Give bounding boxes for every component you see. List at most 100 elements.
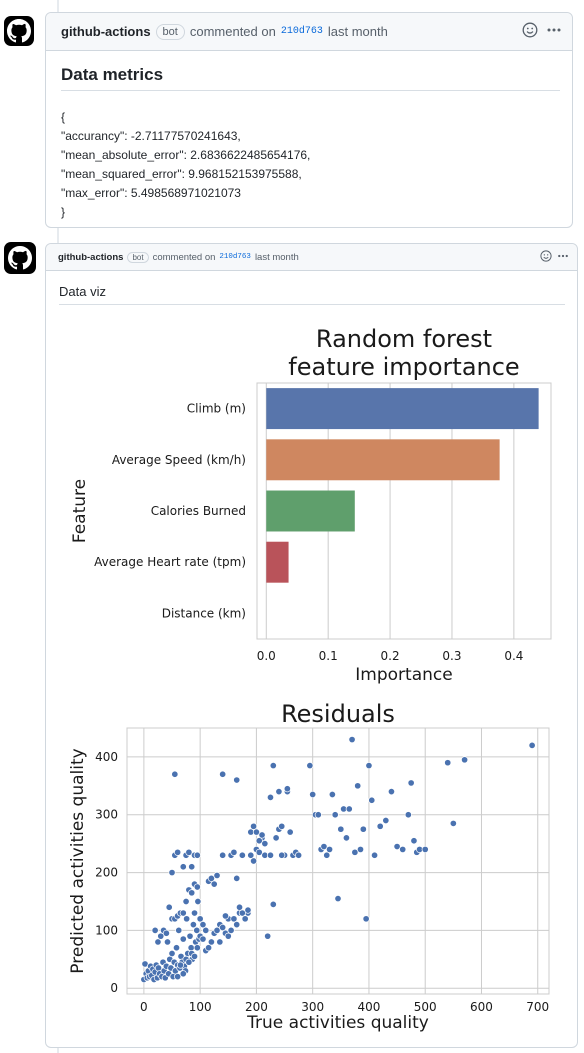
scatter-point — [199, 935, 207, 943]
commit-sha-link[interactable]: 210d763 — [280, 26, 323, 37]
kebab-icon[interactable] — [557, 250, 569, 265]
scatter-point — [382, 816, 390, 825]
scatter-point — [165, 903, 173, 911]
scatter-ytick-label: 0 — [110, 981, 118, 995]
json-line: "accurancy": -2.71177570241643, — [61, 129, 241, 143]
bar-chart-ylabel: Feature — [70, 479, 90, 543]
scatter-point — [233, 776, 241, 784]
scatter-point — [188, 863, 196, 871]
scatter-point — [334, 895, 342, 903]
scatter-point — [221, 912, 230, 920]
bar — [266, 439, 500, 481]
scatter-point — [151, 926, 159, 934]
scatter-point — [187, 944, 195, 952]
scatter-point — [345, 805, 353, 813]
comment-author[interactable]: github-actions — [58, 251, 124, 263]
json-line: "mean_squared_error": 9.968152153975588, — [61, 167, 302, 181]
scatter-point — [351, 848, 359, 856]
scatter-point — [162, 929, 170, 937]
scatter-xtick-label: 400 — [357, 1000, 380, 1014]
scatter-point — [224, 932, 232, 940]
comment-author[interactable]: github-actions — [61, 24, 151, 39]
scatter-point — [444, 759, 452, 767]
scatter-point — [230, 915, 238, 923]
scatter-point — [326, 845, 334, 853]
scatter-point — [179, 935, 187, 943]
scatter-chart-xlabel: True activities quality — [246, 1013, 429, 1033]
scatter-point — [461, 756, 469, 764]
comment-heading: Data metrics — [61, 65, 164, 84]
scatter-point — [250, 857, 258, 865]
scatter-point — [238, 851, 246, 859]
bar-category-label: Calories Burned — [151, 504, 246, 518]
scatter-point — [186, 932, 194, 940]
feature-importance-chart: Random forest feature importance Climb (… — [70, 325, 552, 685]
commit-sha-link[interactable]: 210d763 — [219, 253, 251, 261]
github-octocat-icon[interactable] — [4, 242, 36, 274]
smiley-icon[interactable] — [522, 22, 538, 41]
bar-xtick-label: 0.2 — [381, 649, 400, 663]
residuals-chart: Residuals 0 100 200 300 400 500 600 700 0 100 200… — [68, 700, 550, 1033]
scatter-point — [213, 926, 221, 934]
scatter-point — [233, 874, 241, 882]
scatter-point — [244, 906, 252, 914]
scatter-point — [207, 874, 215, 882]
scatter-point — [393, 842, 401, 851]
scatter-point — [188, 889, 196, 897]
scatter-point — [266, 851, 275, 859]
scatter-ytick-label: 300 — [95, 808, 118, 822]
scatter-point — [264, 932, 272, 940]
scatter-point — [182, 897, 190, 906]
scatter-point — [227, 926, 235, 934]
scatter-point — [175, 926, 183, 934]
comment-time[interactable]: last month — [327, 24, 388, 39]
scatter-point — [404, 811, 412, 819]
scatter-point — [179, 863, 187, 871]
scatter-point — [213, 871, 221, 880]
scatter-point — [171, 770, 179, 778]
scatter-point — [376, 822, 384, 830]
smiley-icon[interactable] — [540, 249, 552, 265]
bar-category-label: Average Speed (km/h) — [112, 453, 246, 467]
scatter-point — [219, 923, 227, 932]
scatter-point — [275, 788, 283, 796]
scatter-point — [190, 909, 199, 917]
scatter-point — [371, 851, 379, 859]
scatter-point — [309, 790, 317, 799]
scatter-point — [449, 819, 457, 827]
scatter-xtick-label: 0 — [140, 1000, 148, 1014]
commented-on-label: commented on — [189, 24, 276, 39]
scatter-point — [193, 944, 201, 952]
scatter-point — [286, 828, 294, 836]
comment-heading: Data viz — [59, 284, 106, 299]
scatter-point — [252, 828, 260, 836]
scatter-point — [331, 811, 339, 819]
scatter-point — [190, 952, 199, 960]
scatter-point — [219, 851, 227, 859]
bot-badge: bot — [127, 251, 149, 263]
scatter-point — [179, 909, 187, 917]
scatter-point — [202, 926, 210, 934]
scatter-xtick-label: 600 — [470, 1000, 493, 1014]
scatter-point — [407, 779, 415, 787]
scatter-point — [185, 848, 193, 856]
scatter-point — [320, 842, 328, 851]
kebab-icon[interactable] — [546, 22, 562, 41]
scatter-ytick-label: 100 — [95, 923, 118, 937]
scatter-point — [168, 869, 176, 877]
scatter-point — [314, 811, 322, 819]
json-line: { — [61, 110, 66, 124]
scatter-point — [183, 915, 191, 923]
scatter-point — [235, 903, 244, 911]
scatter-ytick-label: 400 — [95, 750, 118, 764]
comment-time[interactable]: last month — [254, 251, 299, 263]
scatter-point — [365, 762, 373, 770]
bar — [266, 541, 289, 583]
github-octocat-icon[interactable] — [4, 16, 34, 46]
scatter-point — [410, 837, 418, 845]
scatter-point — [193, 851, 201, 859]
json-line: "mean_absolute_error": 2.683662248565417… — [61, 148, 311, 162]
comment-actions — [540, 249, 569, 265]
bar-chart-xlabel: Importance — [355, 665, 452, 685]
scatter-point — [278, 851, 286, 859]
